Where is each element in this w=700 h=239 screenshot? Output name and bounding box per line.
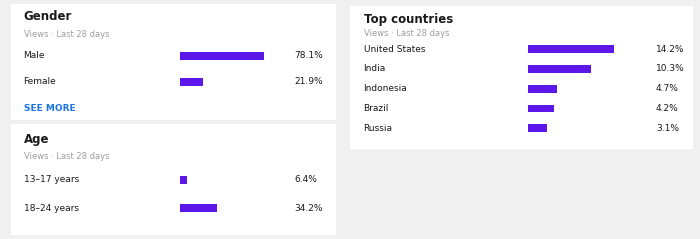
Text: Age: Age — [24, 133, 49, 146]
Bar — [180, 78, 203, 86]
Text: 34.2%: 34.2% — [294, 204, 323, 213]
Text: 6.4%: 6.4% — [294, 175, 317, 184]
Bar — [528, 124, 547, 132]
Text: 4.2%: 4.2% — [656, 104, 679, 113]
Text: 4.7%: 4.7% — [656, 84, 679, 93]
Bar — [180, 52, 264, 60]
Text: 10.3%: 10.3% — [656, 65, 685, 73]
Text: 14.2%: 14.2% — [656, 45, 685, 54]
Text: 21.9%: 21.9% — [294, 77, 323, 87]
FancyBboxPatch shape — [1, 121, 346, 239]
Bar — [528, 45, 614, 53]
Bar — [528, 85, 556, 92]
Text: SEE MORE: SEE MORE — [24, 103, 75, 113]
Bar — [180, 204, 217, 212]
Text: Female: Female — [24, 77, 56, 87]
Text: Brazil: Brazil — [363, 104, 389, 113]
FancyBboxPatch shape — [340, 1, 700, 153]
Text: 18–24 years: 18–24 years — [24, 204, 78, 213]
Text: Views · Last 28 days: Views · Last 28 days — [24, 30, 109, 39]
Bar — [528, 104, 554, 112]
Text: Russia: Russia — [363, 124, 393, 133]
Text: United States: United States — [363, 45, 425, 54]
Text: Indonesia: Indonesia — [363, 84, 407, 93]
Text: Views · Last 28 days: Views · Last 28 days — [24, 152, 109, 161]
Bar — [528, 65, 591, 73]
Text: Top countries: Top countries — [363, 12, 453, 26]
Text: Gender: Gender — [24, 11, 72, 23]
Text: India: India — [363, 65, 386, 73]
Text: 3.1%: 3.1% — [656, 124, 679, 133]
Text: 13–17 years: 13–17 years — [24, 175, 79, 184]
Bar — [180, 176, 187, 184]
Text: Male: Male — [24, 51, 45, 60]
Text: Views · Last 28 days: Views · Last 28 days — [363, 29, 449, 38]
FancyBboxPatch shape — [1, 0, 346, 123]
Text: 78.1%: 78.1% — [294, 51, 323, 60]
